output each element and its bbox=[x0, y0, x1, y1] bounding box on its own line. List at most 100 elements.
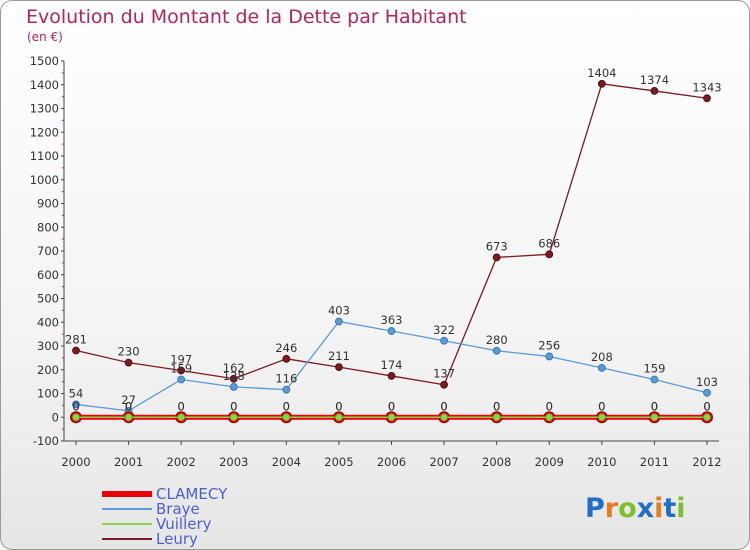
data-label-clamecy: 0 bbox=[283, 399, 290, 413]
y-tick-label: 0 bbox=[52, 410, 59, 424]
x-tick-label: 2006 bbox=[377, 455, 406, 469]
data-point bbox=[703, 388, 711, 397]
data-label-vuillery: 0 bbox=[72, 399, 79, 413]
x-tick-label: 2005 bbox=[324, 455, 353, 469]
data-point bbox=[545, 413, 554, 422]
data-label-vuillery: 0 bbox=[598, 399, 605, 413]
data-label-leury: 230 bbox=[118, 345, 140, 359]
data-point bbox=[703, 413, 711, 422]
data-label-braye: 363 bbox=[381, 313, 403, 327]
data-label-braye: 159 bbox=[643, 361, 665, 375]
y-tick-label: 600 bbox=[37, 268, 59, 282]
y-tick-label: 200 bbox=[37, 363, 59, 377]
data-point bbox=[650, 375, 659, 384]
data-label-clamecy: 0 bbox=[230, 399, 237, 413]
series-layer bbox=[70, 79, 713, 424]
y-tick-label: 500 bbox=[37, 292, 59, 306]
x-tick-label: 2007 bbox=[429, 455, 458, 469]
data-point bbox=[597, 363, 606, 372]
data-label-braye: 322 bbox=[433, 323, 455, 337]
chart-title: Evolution du Montant de la Dette par Hab… bbox=[26, 6, 467, 28]
data-label-clamecy: 0 bbox=[178, 399, 185, 413]
data-label-braye: 128 bbox=[223, 369, 245, 383]
x-tick-label: 2008 bbox=[482, 455, 511, 469]
data-point bbox=[335, 363, 343, 372]
x-tick-label: 2004 bbox=[272, 455, 301, 469]
data-label-clamecy: 0 bbox=[493, 399, 500, 413]
data-label-braye: 280 bbox=[486, 333, 508, 347]
data-label-vuillery: 0 bbox=[178, 399, 185, 413]
data-point bbox=[124, 358, 133, 367]
data-label-braye: 256 bbox=[538, 338, 560, 352]
data-point bbox=[72, 400, 80, 409]
data-label-braye: 208 bbox=[591, 350, 613, 364]
data-point bbox=[597, 413, 606, 422]
data-point bbox=[177, 413, 186, 422]
data-label-braye: 27 bbox=[121, 393, 136, 407]
data-label-leury: 686 bbox=[538, 236, 560, 250]
data-label-leury: 1343 bbox=[692, 80, 721, 94]
data-label-clamecy: 0 bbox=[651, 399, 658, 413]
data-point bbox=[229, 374, 238, 383]
data-point bbox=[440, 413, 448, 422]
data-point bbox=[440, 380, 448, 389]
data-point bbox=[282, 413, 291, 422]
data-point bbox=[387, 327, 396, 335]
logo-letter: P bbox=[585, 493, 605, 524]
data-label-leury: 673 bbox=[486, 239, 508, 253]
data-point bbox=[545, 352, 554, 361]
data-label-braye: 159 bbox=[170, 361, 192, 375]
y-tick-label: 1000 bbox=[30, 173, 59, 187]
x-tick-label: 2009 bbox=[535, 455, 564, 469]
series-line bbox=[75, 83, 708, 386]
x-tick-label: 2011 bbox=[640, 455, 669, 469]
x-tick-label: 2002 bbox=[167, 455, 196, 469]
logo-letter: o bbox=[618, 493, 637, 524]
data-point bbox=[387, 372, 396, 380]
data-label-leury: 197 bbox=[170, 352, 192, 366]
data-label-leury: 137 bbox=[433, 367, 455, 381]
x-tick-label: 2012 bbox=[692, 455, 721, 469]
data-label-leury: 1374 bbox=[640, 73, 669, 87]
logo-letter: x bbox=[637, 493, 654, 524]
data-point bbox=[387, 413, 396, 422]
data-point bbox=[282, 385, 291, 394]
data-label-vuillery: 0 bbox=[546, 399, 553, 413]
proxiti-logo: Proxiti bbox=[585, 493, 686, 524]
legend-label-clamecy: CLAMECY bbox=[156, 485, 228, 503]
data-label-leury: 1404 bbox=[587, 66, 616, 80]
data-label-clamecy: 0 bbox=[440, 399, 447, 413]
data-point bbox=[703, 94, 711, 103]
series-leury bbox=[72, 79, 711, 389]
y-tick-label: -100 bbox=[33, 434, 59, 448]
data-point bbox=[124, 413, 133, 422]
data-point bbox=[229, 382, 238, 391]
y-tick-label: 900 bbox=[37, 197, 59, 211]
logo-letter: t bbox=[663, 493, 676, 524]
data-label-clamecy: 0 bbox=[335, 399, 342, 413]
data-label-leury: 281 bbox=[65, 333, 87, 347]
data-point bbox=[650, 87, 659, 95]
data-point bbox=[650, 413, 659, 422]
data-label-leury: 174 bbox=[381, 358, 403, 372]
data-point bbox=[597, 79, 606, 88]
data-label-clamecy: 0 bbox=[125, 399, 132, 413]
x-tick-label: 2003 bbox=[219, 455, 248, 469]
data-label-vuillery: 0 bbox=[388, 399, 395, 413]
data-point bbox=[440, 336, 448, 345]
data-label-braye: 54 bbox=[69, 386, 84, 400]
data-point bbox=[229, 413, 238, 422]
x-tick-label: 2000 bbox=[61, 455, 90, 469]
y-tick-label: 1400 bbox=[30, 78, 59, 92]
data-point bbox=[492, 413, 501, 422]
data-point bbox=[282, 354, 291, 363]
y-tick-label: 300 bbox=[37, 339, 59, 353]
data-label-leury: 246 bbox=[275, 341, 297, 355]
data-point bbox=[492, 346, 501, 355]
data-label-clamecy: 0 bbox=[598, 399, 605, 413]
logo-letter: i bbox=[676, 493, 685, 524]
data-label-braye: 116 bbox=[275, 372, 297, 386]
data-label-vuillery: 0 bbox=[651, 399, 658, 413]
